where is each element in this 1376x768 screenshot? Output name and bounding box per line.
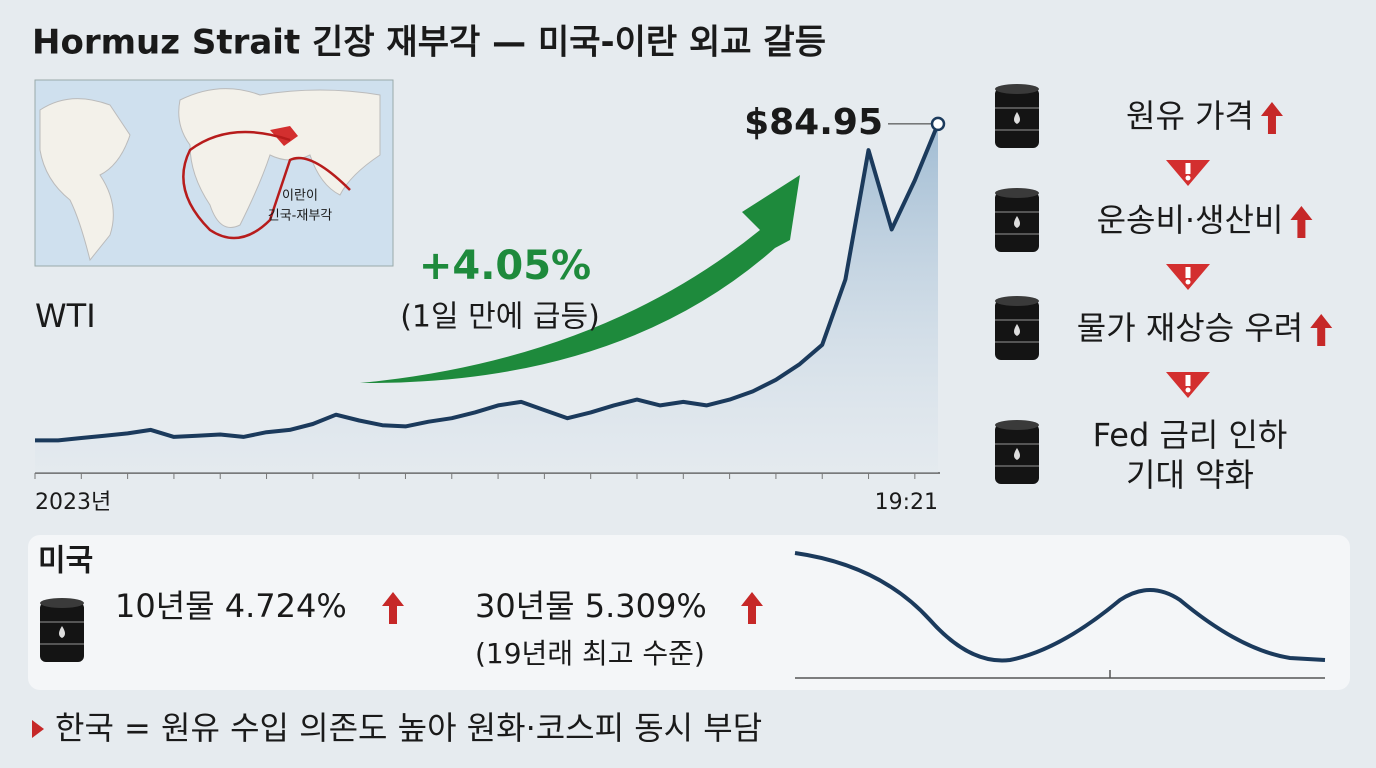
yield-note: (19년래 최고 수준) <box>475 637 705 670</box>
title: Hormuz Strait 긴장 재부각 — 미국-이란 외교 갈등 <box>32 23 826 63</box>
x-tick-label: 19:21 <box>875 490 938 515</box>
chain-text: 원유 가격 <box>1126 97 1254 135</box>
map-label: 이란이 <box>282 189 318 204</box>
area <box>35 123 938 474</box>
yield-10y: 10년물 4.724% <box>115 587 347 625</box>
map-label: 긴국-재부각 <box>268 209 333 224</box>
up-arrow <box>1290 206 1313 238</box>
barrel-icon <box>39 597 85 663</box>
up-arrow <box>1260 102 1283 134</box>
series-label: WTI <box>35 297 96 335</box>
barrel-icon <box>994 419 1040 485</box>
chain-text: 운송비·생산비 <box>1097 201 1284 239</box>
value-label: $84.95 <box>744 102 883 143</box>
yield-30y: 30년물 5.309% <box>475 587 707 625</box>
map: 이란이 긴국-재부각 <box>34 79 394 267</box>
barrel-icon <box>994 83 1040 149</box>
line <box>35 123 940 443</box>
line-chart: 2023년 19:21 $84.95 <box>34 102 946 515</box>
yield-sparkline <box>794 551 1326 679</box>
barrel-icon <box>994 187 1040 253</box>
warning-arrow <box>1166 160 1210 186</box>
warning-arrow <box>1166 372 1210 398</box>
change-label: +4.05% <box>419 243 591 289</box>
barrel-icon <box>994 295 1040 361</box>
x-tick-label: 2023년 <box>35 490 111 515</box>
chain-text: 기대 약화 <box>1126 456 1254 494</box>
us-label: 미국 <box>38 544 93 579</box>
us-panel <box>28 535 1350 690</box>
chain-text: Fed 금리 인하 <box>1093 416 1288 454</box>
trend-arrow <box>360 175 800 384</box>
change-note: (1일 만에 급등) <box>400 300 600 335</box>
bullet <box>32 720 44 738</box>
up-arrow <box>1310 314 1333 346</box>
footer: 한국 = 원유 수입 의존도 높아 원화·코스피 동시 부담 <box>55 709 762 747</box>
warning-arrow <box>1166 264 1210 290</box>
chain-text: 물가 재상승 우려 <box>1077 309 1303 347</box>
end-point <box>930 116 946 132</box>
